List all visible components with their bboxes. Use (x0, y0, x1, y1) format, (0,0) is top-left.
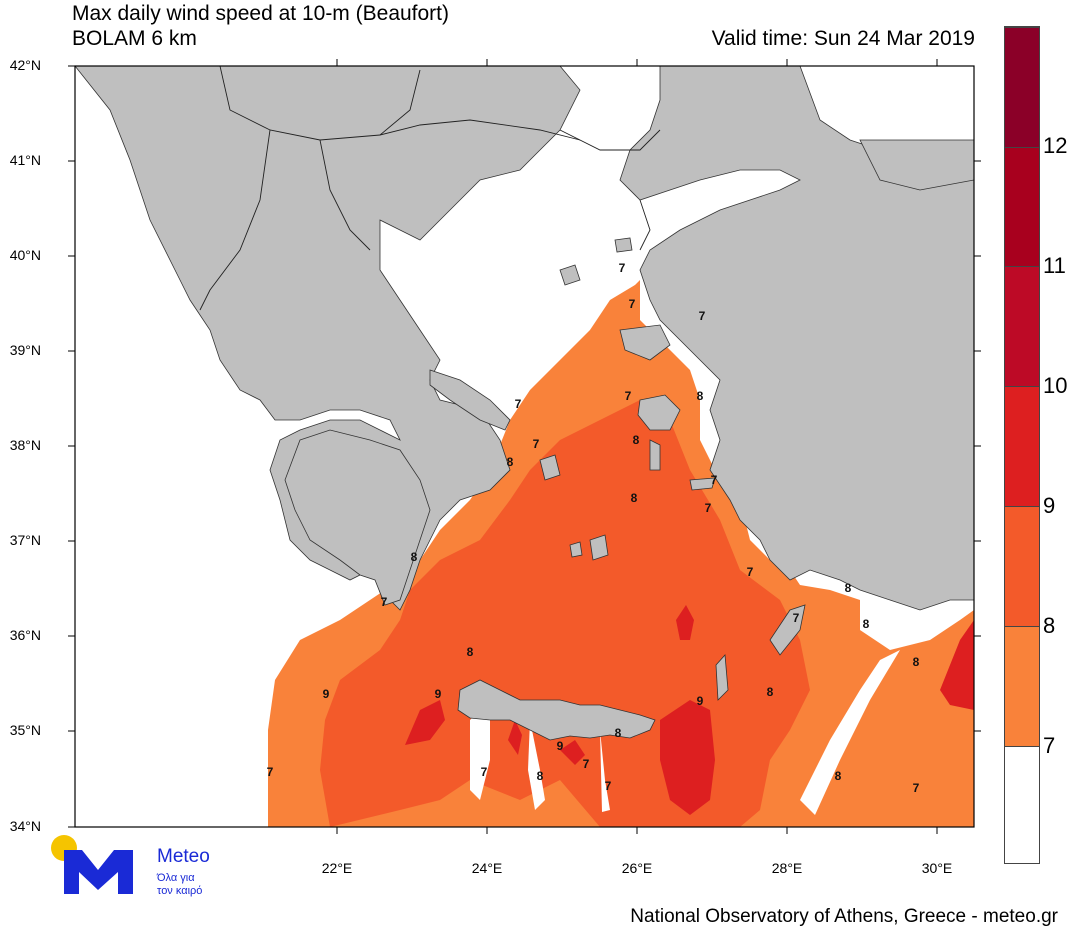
credit-line: National Observatory of Athens, Greece -… (630, 906, 1058, 927)
lat-label: 36°N (9, 627, 41, 643)
contour-label: 7 (913, 781, 920, 795)
contour-label: 8 (507, 455, 514, 469)
contour-label: 7 (619, 261, 626, 275)
wind-zone-beaufort-9 (660, 700, 715, 815)
contour-label: 9 (557, 739, 564, 753)
colorbar-swatch (1005, 506, 1039, 626)
contour-labels: 7 7 7 7 7 8 7 8 8 7 8 7 7 8 8 7 7 8 8 9 8 9 9 8 8 9 7 7 8 7 7 8 7 (267, 261, 920, 795)
lat-label: 37°N (9, 532, 41, 548)
contour-label: 7 (515, 397, 522, 411)
lat-label: 38°N (9, 437, 41, 453)
contour-label: 7 (625, 389, 632, 403)
contour-label: 7 (629, 297, 636, 311)
contour-label: 8 (767, 685, 774, 699)
cyclades-naxos (589, 534, 609, 561)
contour-label: 7 (711, 473, 718, 487)
contour-label: 8 (835, 769, 842, 783)
chios (649, 439, 661, 471)
colorbar-label: 12 (1043, 133, 1068, 158)
colorbar-label: 9 (1043, 493, 1056, 518)
karpathos (715, 654, 729, 701)
colorbar (1004, 26, 1040, 864)
thassos (559, 264, 581, 286)
samos (689, 477, 716, 491)
lon-label: 24°E (471, 860, 503, 876)
contour-label: 7 (747, 565, 754, 579)
lon-label: 28°E (771, 860, 803, 876)
contour-label: 8 (467, 645, 474, 659)
cyclades-paros (569, 541, 583, 558)
contour-label: 8 (697, 389, 704, 403)
logo-name: Meteo (157, 846, 210, 867)
contour-label: 7 (267, 765, 274, 779)
valid-time: Valid time: Sun 24 Mar 2019 (711, 27, 975, 50)
colorbar-label: 10 (1043, 373, 1068, 398)
contour-label: 8 (633, 433, 640, 447)
contour-label: 8 (411, 550, 418, 564)
lon-label: 26°E (621, 860, 653, 876)
colorbar-swatch (1005, 27, 1039, 147)
lat-label: 42°N (9, 57, 41, 73)
rhodes (769, 604, 806, 656)
contour-label: 8 (615, 726, 622, 740)
colorbar-label: 7 (1043, 733, 1056, 758)
crete (457, 679, 656, 741)
contour-label: 7 (705, 501, 712, 515)
contour-label: 7 (381, 595, 388, 609)
logo-tagline: Όλα για (157, 872, 195, 884)
contour-label: 7 (583, 757, 590, 771)
turkey-southeast (859, 139, 974, 191)
lat-label: 39°N (9, 342, 41, 358)
lat-label: 41°N (9, 152, 41, 168)
contour-label: 9 (323, 687, 330, 701)
lesvos (637, 394, 681, 431)
colorbar-swatch (1005, 626, 1039, 746)
contour-label: 7 (481, 765, 488, 779)
contour-label: 7 (793, 611, 800, 625)
lat-label: 35°N (9, 722, 41, 738)
lat-label: 40°N (9, 247, 41, 263)
contour-label: 7 (699, 309, 706, 323)
contour-label: 9 (435, 687, 442, 701)
model-name: BOLAM 6 km (72, 27, 197, 50)
contour-label: 7 (533, 437, 540, 451)
colorbar-swatch (1005, 746, 1039, 863)
map-title: Max daily wind speed at 10-m (Beaufort) (72, 2, 450, 25)
lon-label: 22°E (321, 860, 353, 876)
lemnos (619, 324, 671, 361)
contour-label: 8 (845, 581, 852, 595)
colorbar-label: 11 (1043, 253, 1066, 278)
lon-label: 30°E (921, 860, 953, 876)
euboea (429, 369, 511, 431)
meteo-logo (51, 835, 133, 894)
contour-label: 7 (605, 779, 612, 793)
contour-label: 8 (631, 491, 638, 505)
contour-label: 8 (863, 617, 870, 631)
colorbar-swatch (1005, 147, 1039, 266)
samothrace (614, 237, 633, 253)
contour-label: 9 (697, 694, 704, 708)
colorbar-label: 8 (1043, 613, 1056, 638)
meteo-m-icon (64, 850, 133, 894)
logo-tagline: τον καιρό (157, 885, 203, 897)
contour-label: 8 (537, 769, 544, 783)
colorbar-swatch (1005, 386, 1039, 506)
land-masses (75, 66, 974, 741)
cyclades-andros (539, 454, 561, 481)
lat-label: 34°N (9, 818, 41, 834)
colorbar-swatch (1005, 266, 1039, 386)
turkey-thrace (619, 66, 974, 611)
peloponnese (284, 429, 431, 606)
contour-label: 8 (913, 655, 920, 669)
